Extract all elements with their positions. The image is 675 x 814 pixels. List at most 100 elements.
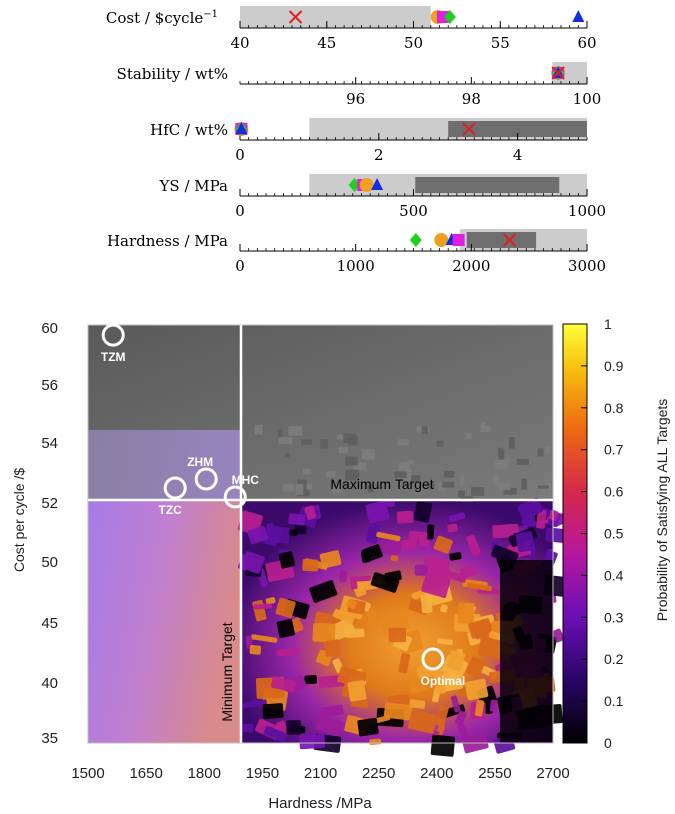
heatmap-cell [338,446,349,454]
heatmap-cell [409,679,428,693]
strip-tick-label: 1000 [337,257,375,275]
heatmap-cell [253,603,273,610]
colorbar-tick-label: 1 [604,316,612,332]
heatmap-cell [548,509,559,521]
heatmap-cell [417,667,443,679]
heatmap-cell [409,699,426,709]
heatmap-cell [439,568,467,583]
heatmap-y-ticks: 35 40 45 50 52 54 56 60 [41,320,58,747]
heatmap-cell [247,525,269,545]
marker-red-x [502,233,517,247]
strip-tick-label: 2000 [452,257,490,275]
strip-tick-label: 45 [317,34,336,52]
heatmap-cell [457,490,466,497]
heatmap-cell [480,425,491,433]
marker-magenta-square [452,234,465,246]
colorbar-label: Probability of Satisfying ALL Targets [654,399,670,622]
heatmap-cell [467,582,492,592]
heatmap-cell [397,439,409,446]
heatmap-x-tick-label: 2100 [304,765,337,782]
strip-tick-label: 60 [577,34,596,52]
heatmap-y-axis-label: Cost per cycle /$ [11,468,27,572]
target-range-dark [466,232,537,248]
colorbar-ticks: 0 0.1 0.2 0.3 0.4 0.5 0.6 0.7 0.8 0.9 1 [581,316,624,751]
heatmap-cell [386,500,396,507]
heatmap-cell [521,478,527,490]
heatmap-cell [361,449,376,460]
colorbar-tick-label: 0.7 [604,442,624,458]
heatmap-cell [367,484,374,493]
heatmap-cell [278,437,293,444]
heatmap-cell [345,456,358,466]
heatmap-cell [315,714,344,737]
heatmap-cell [343,433,356,444]
heatmap-cell [383,702,413,721]
heatmap-cell [466,534,481,556]
heatmap-cell [263,725,288,743]
annotation-circle [163,476,187,500]
heatmap-cell [503,487,517,495]
heatmap-cell [421,426,428,434]
heatmap-cell [517,497,543,521]
colorbar-tick-label: 0.3 [604,609,624,625]
heatmap-cell [498,449,505,460]
heatmap-cell [270,676,297,693]
heatmap-cell [276,618,295,638]
heatmap-cell [497,457,511,463]
colorbar-tick-label: 0 [604,735,612,751]
heatmap-cell [319,550,342,569]
strip-panel-2: HfC / wt% 0 2 4 [150,118,588,164]
heatmap-cell [426,524,435,540]
heatmap-cell [376,531,401,542]
heatmap-cell [552,628,565,643]
heatmap-x-tick-label: 2550 [478,765,511,782]
heatmap-x-tick-label: 1950 [246,765,279,782]
heatmap-cell [430,734,456,757]
heatmap-cell [437,638,453,646]
heatmap-x-tick-label: 1650 [129,765,162,782]
heatmap-cell [288,513,306,526]
annotation-mhc: MHC [223,473,259,509]
heatmap-cell [262,703,284,720]
heatmap-cell [492,475,499,485]
strip-panel-4: Hardness / MPa 0 1000 2000 3000 [107,229,606,275]
strip-label: HfC / wt% [150,121,228,139]
strip-tick-label: 0 [235,146,245,164]
heatmap-cell [320,439,329,449]
heatmap-y-tick-label: 52 [41,495,58,512]
heatmap-y-tick-label: 54 [41,435,58,452]
strip-tick-label: 3000 [568,257,606,275]
strip-tick-label: 96 [346,90,365,108]
marker-red-x [551,66,565,80]
heatmap-left-region [88,500,241,743]
strip-tick-label: 0 [235,257,245,275]
heatmap-cell [447,523,458,533]
annotation-label: TZC [159,503,183,517]
annotation-tzc: TZC [159,476,187,517]
annotation-label: ZHM [187,455,213,469]
heatmap-y-tick-label: 40 [41,675,58,692]
heatmap-cell [480,422,486,429]
heatmap-cell [241,699,267,709]
heatmap-cell [448,512,466,523]
heatmap-y-tick-label: 60 [41,320,58,337]
heatmap-cell [370,572,400,593]
heatmap-cell [299,733,326,750]
heatmap-cell [295,483,304,495]
strip-label: Cost / $cycle−1 [106,9,218,27]
heatmap-cell [286,720,302,735]
colorbar-tick-label: 0.8 [604,400,624,416]
heatmap-x-ticks: 1500 1650 1800 1950 2100 2250 2400 2550 2700 [71,765,569,782]
heatmap-texture [237,422,569,757]
heatmap-cell [338,570,348,582]
strip-tick-label: 2 [374,146,384,164]
marker-green-diamond [409,233,422,247]
minimum-target-label: Minimum Target [219,622,235,721]
heatmap-cell [303,483,313,489]
heatmap-y-tick-label: 35 [41,730,58,747]
strip-tick-label: 1000 [568,202,606,220]
heatmap-cell [275,597,296,618]
heatmap-cell [304,675,318,685]
heatmap-cell [283,483,294,492]
